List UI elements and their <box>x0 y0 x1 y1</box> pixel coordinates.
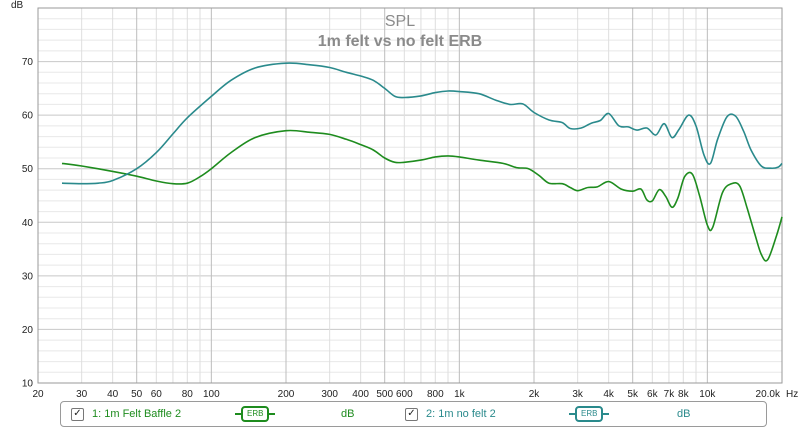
x-tick-label: 200 <box>278 389 295 400</box>
x-tick-label: 3k <box>572 389 584 400</box>
y-tick-label: 40 <box>22 218 34 229</box>
legend-bar: ✓ 1: 1m Felt Baffle 2 ERB dB ✓ 2: 1m no … <box>60 401 767 427</box>
x-tick-label: 30 <box>76 389 88 400</box>
chart-subtitle: 1m felt vs no felt ERB <box>318 33 482 50</box>
legend-checkbox-2[interactable]: ✓ <box>405 407 418 421</box>
x-tick-label: 10k <box>699 389 716 400</box>
y-tick-label: 20 <box>22 325 34 336</box>
x-tick-label: 800 <box>427 389 444 400</box>
y-tick-label: 30 <box>22 271 34 282</box>
x-tick-label: 4k <box>603 389 615 400</box>
y-axis-label: dB <box>11 0 24 11</box>
legend-line-right-1 <box>269 413 276 415</box>
x-tick-label: 1k <box>454 389 466 400</box>
legend-label-1: 1: 1m Felt Baffle 2 <box>92 408 182 420</box>
x-tick-label: 20.0k <box>756 389 781 400</box>
x-tick-label: 300 <box>321 389 338 400</box>
y-tick-label: 70 <box>22 57 34 68</box>
x-tick-label: 20 <box>32 389 44 400</box>
x-tick-label: 60 <box>151 389 163 400</box>
legend-unit-2: dB <box>677 408 691 420</box>
plot-frame <box>37 7 783 384</box>
legend-checkbox-1[interactable]: ✓ <box>71 407 84 421</box>
y-tick-label: 60 <box>22 111 34 122</box>
x-tick-label: 500 <box>376 389 393 400</box>
series-line-2 <box>61 62 783 185</box>
x-tick-label: 600 <box>396 389 413 400</box>
series-line-1 <box>61 129 783 262</box>
x-tick-label: 40 <box>107 389 119 400</box>
y-tick-label: 10 <box>22 379 34 390</box>
legend-unit-1: dB <box>341 408 355 420</box>
x-tick-label: 400 <box>352 389 369 400</box>
x-tick-label: 5k <box>627 389 639 400</box>
grid-lines <box>37 7 783 384</box>
x-axis-unit: Hz <box>786 389 798 400</box>
x-tick-label: 100 <box>203 389 220 400</box>
x-tick-label: 50 <box>131 389 143 400</box>
legend-item-2[interactable]: ✓ 2: 1m no felt 2 <box>405 406 496 422</box>
legend-smoothing-1[interactable]: ERB <box>235 406 276 422</box>
smoothing-badge-2: ERB <box>575 406 604 422</box>
legend-smoothing-2[interactable]: ERB <box>569 406 610 422</box>
legend-item-1[interactable]: ✓ 1: 1m Felt Baffle 2 <box>71 406 181 422</box>
x-tick-label: 8k <box>678 389 690 400</box>
x-tick-label: 80 <box>182 389 194 400</box>
smoothing-badge-1: ERB <box>241 406 270 422</box>
x-tick-label: 2k <box>529 389 541 400</box>
legend-line-left-1 <box>235 413 241 415</box>
legend-line-left-2 <box>569 413 575 415</box>
chart-title: SPL <box>385 13 415 30</box>
legend-line-right-2 <box>603 413 610 415</box>
legend-label-2: 2: 1m no felt 2 <box>426 408 496 420</box>
check-icon: ✓ <box>73 408 82 419</box>
x-tick-label: 7k <box>664 389 676 400</box>
y-tick-label: 50 <box>22 164 34 175</box>
x-tick-label: 6k <box>647 389 659 400</box>
check-icon: ✓ <box>407 408 416 419</box>
